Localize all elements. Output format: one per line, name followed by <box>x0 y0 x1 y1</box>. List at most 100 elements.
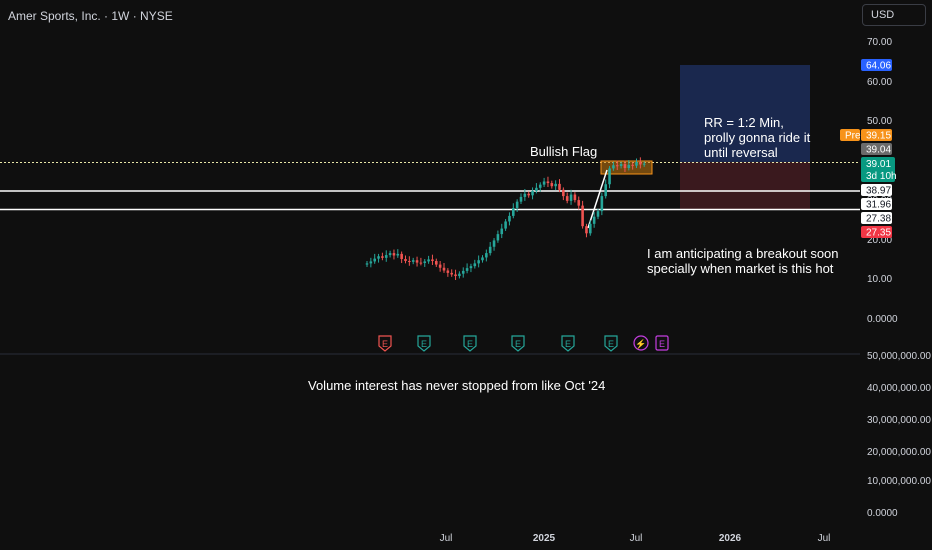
candle-body <box>369 261 373 264</box>
candle-body <box>600 196 604 212</box>
candle-body <box>450 272 453 275</box>
candle-body <box>577 200 581 206</box>
chart-title: Amer Sports, Inc. · 1W · NYSE <box>8 9 173 23</box>
rr-line-1: RR = 1:2 Min, <box>704 115 784 130</box>
candle-body <box>388 253 392 256</box>
currency-selector[interactable]: USD <box>862 4 926 26</box>
candle-body <box>458 273 461 277</box>
earnings-event-icon[interactable]: E <box>463 335 477 352</box>
price-tick-label: 10.00 <box>867 274 892 285</box>
dividend-event-icon[interactable]: ⚡ <box>633 335 649 351</box>
level-label-d: 27.38 <box>861 212 892 225</box>
svg-text:3d 10h: 3d 10h <box>866 171 897 182</box>
time-tick-label: 2025 <box>533 533 556 544</box>
earnings-event-icon[interactable]: E <box>561 335 575 352</box>
candle-body <box>612 165 615 169</box>
svg-text:E: E <box>565 339 571 349</box>
candle-body <box>423 261 427 263</box>
svg-text:E: E <box>467 339 473 349</box>
volume-tick-label: 20,000,000.00 <box>867 447 931 458</box>
candle-body <box>615 165 619 167</box>
rr-line-2: prolly gonna ride it <box>704 130 811 145</box>
earnings-event-icon[interactable]: E <box>511 335 525 352</box>
candle-body <box>384 255 388 258</box>
price-tick-label: 20.00 <box>867 235 892 246</box>
events-row: E E E E E E ⚡ E <box>378 335 669 352</box>
candle-body <box>404 259 407 262</box>
candle-body <box>408 261 411 263</box>
volume-annotation: Volume interest has never stopped from l… <box>308 378 606 393</box>
price-tick-label: 60.00 <box>867 77 892 88</box>
svg-text:64.06: 64.06 <box>866 61 891 72</box>
svg-text:39.15: 39.15 <box>866 131 891 142</box>
candle-body <box>573 194 577 201</box>
volume-tick-label: 40,000,000.00 <box>867 383 931 394</box>
rr-line-3: until reversal <box>704 145 778 160</box>
candle-body <box>635 162 638 166</box>
time-tick-label: Jul <box>440 533 453 544</box>
target-zone <box>680 65 810 162</box>
volume-tick-label: 10,000,000.00 <box>867 476 931 487</box>
candle-body <box>512 207 515 216</box>
candle-body <box>365 263 369 265</box>
candle-body <box>446 270 450 273</box>
svg-text:E: E <box>608 339 614 349</box>
candle-body <box>535 187 538 191</box>
candle-body <box>373 258 376 262</box>
volume-tick-label: 50,000,000.00 <box>867 351 931 362</box>
candle-body <box>473 263 477 267</box>
price-tick-label: 70.00 <box>867 37 892 48</box>
svg-text:38.97: 38.97 <box>866 186 891 197</box>
candle-body <box>400 253 403 260</box>
candle-body <box>515 201 519 208</box>
earnings-event-icon[interactable]: E <box>417 335 431 352</box>
stop-zone <box>680 162 810 210</box>
candle-body <box>558 183 561 190</box>
candle-body <box>415 260 419 263</box>
target-price-label: 64.06 <box>861 59 892 72</box>
candle-body <box>639 162 642 165</box>
earnings-event-icon[interactable]: E <box>604 335 618 352</box>
svg-text:27.35: 27.35 <box>866 228 891 239</box>
bullish-flag-annotation: Bullish Flag <box>530 144 598 159</box>
earnings-event-icon[interactable]: E <box>378 335 392 352</box>
svg-text:27.38: 27.38 <box>866 214 891 225</box>
price-tick-label: 50.00 <box>867 116 892 127</box>
candle-body <box>604 184 607 197</box>
candle-body <box>585 226 588 234</box>
volume-axis-ticks: 50,000,000.00 40,000,000.00 30,000,000.00 2… <box>867 351 931 519</box>
candle-body <box>619 164 623 167</box>
candle-body <box>531 190 534 196</box>
candle-body <box>623 164 627 169</box>
candle-body <box>508 215 511 222</box>
candle-body <box>411 260 415 262</box>
candle-body <box>542 181 546 185</box>
candle-body <box>642 163 646 165</box>
level-label-b: 38.97 <box>861 184 892 197</box>
candle-body <box>500 228 504 235</box>
rr-annotation: RR = 1:2 Min, prolly gonna ride it until… <box>704 115 810 160</box>
candle-body <box>377 256 380 259</box>
earnings-event-icon[interactable]: E <box>655 335 669 351</box>
svg-text:E: E <box>515 339 521 349</box>
candle-body <box>419 262 423 264</box>
candle-body <box>504 221 507 229</box>
candle-body <box>485 253 488 258</box>
svg-text:39.01: 39.01 <box>866 159 891 170</box>
flagpole-line <box>587 169 608 229</box>
candle-body <box>496 234 500 241</box>
volume-tick-label: 30,000,000.00 <box>867 415 931 426</box>
candle-body <box>608 168 611 185</box>
candle-body <box>546 181 550 184</box>
candle-body <box>569 194 573 201</box>
candle-body <box>431 259 434 262</box>
candle-body <box>589 223 592 234</box>
candle-body <box>465 268 469 271</box>
candle-body <box>381 256 384 258</box>
candle-body <box>396 253 400 256</box>
candle-body <box>596 211 600 217</box>
candle-body <box>435 261 438 265</box>
